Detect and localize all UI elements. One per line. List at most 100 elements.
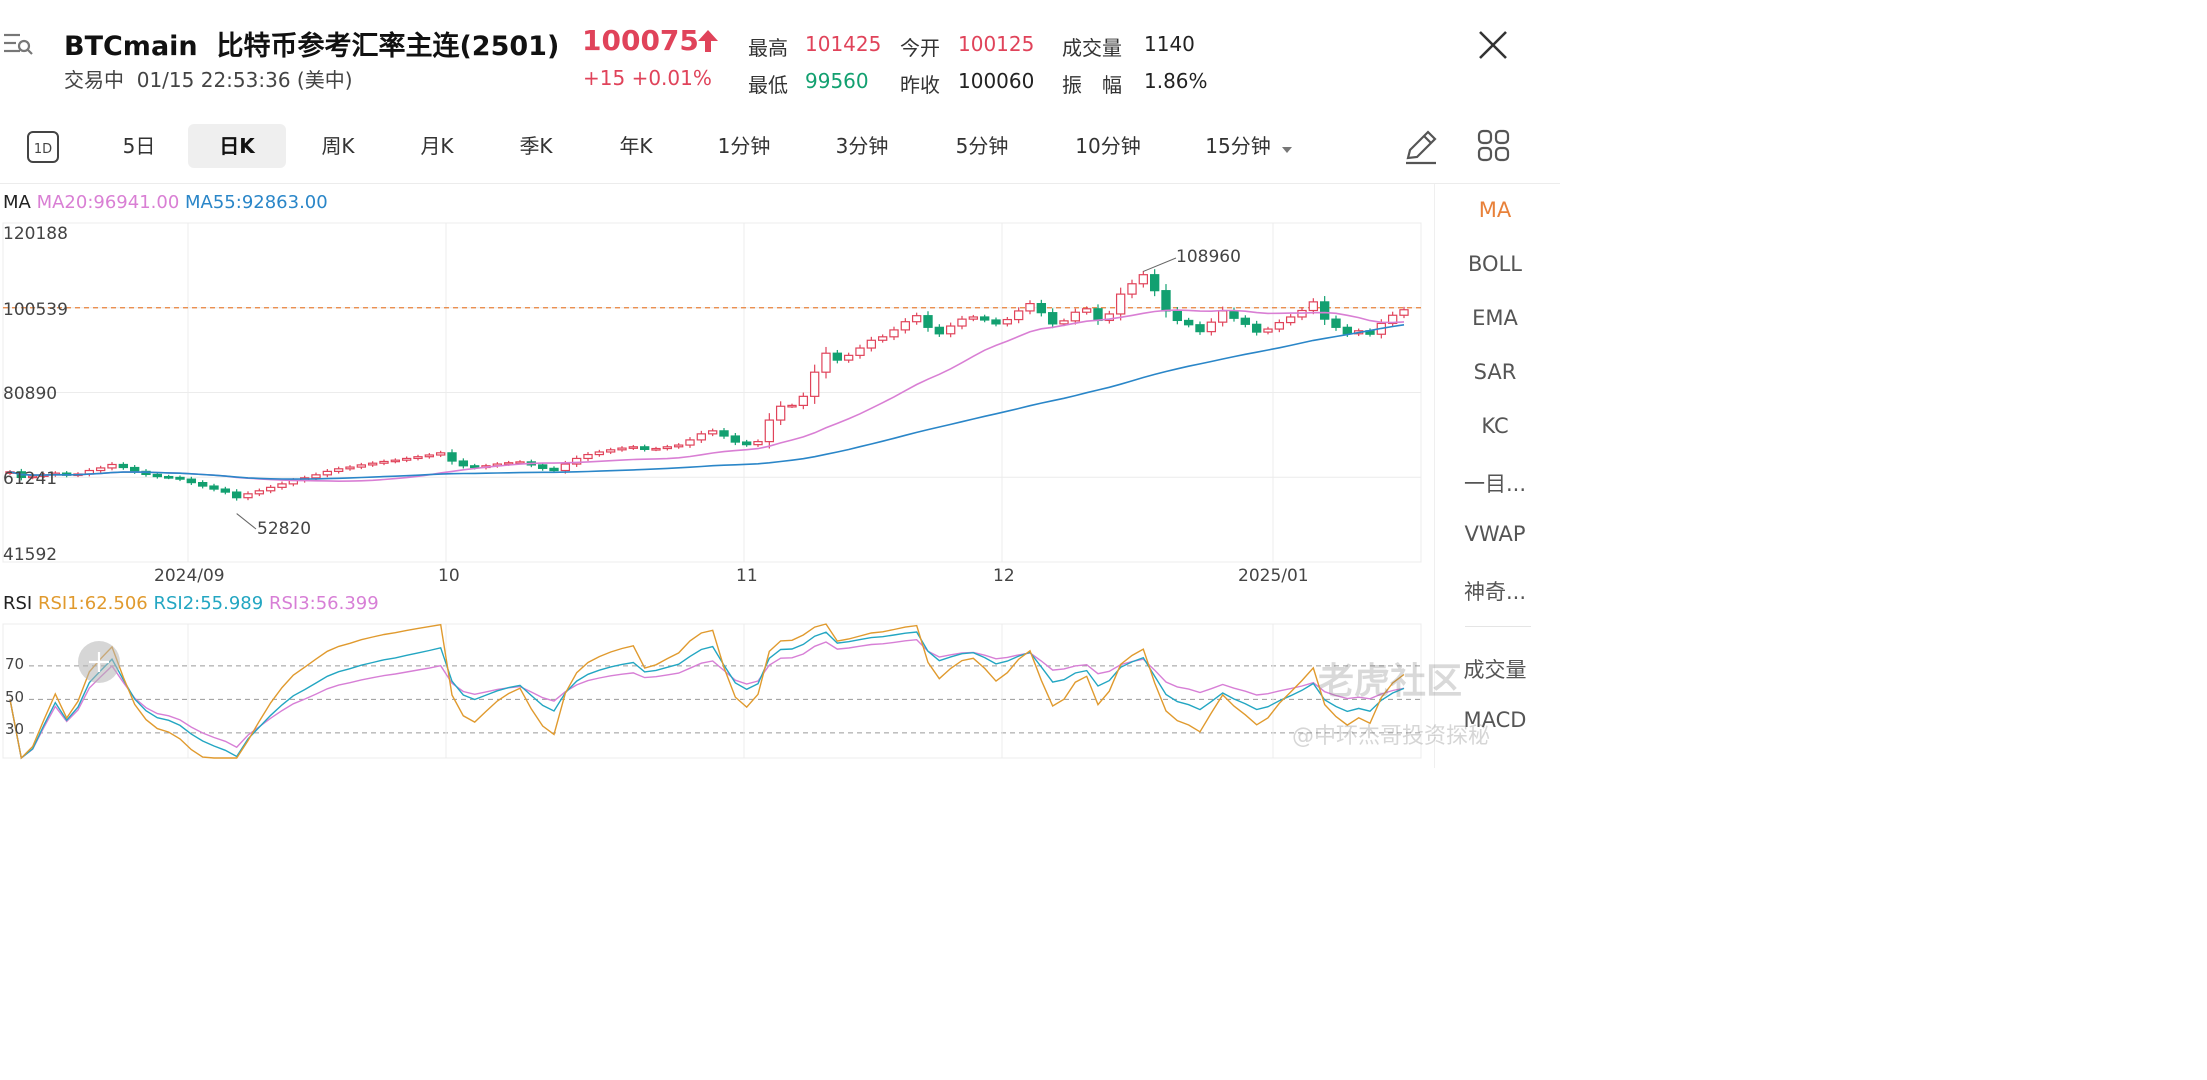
time-tick-label: 2024/09 <box>154 566 225 586</box>
candle-body <box>945 325 956 335</box>
candle-body <box>571 457 582 465</box>
candle-body <box>1229 310 1239 319</box>
candle-body <box>95 467 106 472</box>
tab-monthly-k[interactable]: 月K <box>420 134 454 158</box>
menu-icon[interactable] <box>2 30 34 60</box>
pencil-draw-icon[interactable] <box>1402 128 1440 166</box>
status-text: 交易中 <box>64 68 124 92</box>
candle-body <box>311 474 321 479</box>
tab-1min[interactable]: 1分钟 <box>717 134 771 158</box>
watermark-logo: 老虎社区 <box>1318 661 1463 702</box>
rsi1-line <box>9 623 1405 760</box>
tab-daily-k[interactable]: 日K <box>188 124 286 168</box>
price-tick-label: 120188 <box>3 224 68 244</box>
candle-body <box>719 430 729 437</box>
candle-body <box>356 464 367 468</box>
time-tick-label: 12 <box>993 566 1015 586</box>
candle-body <box>968 316 979 320</box>
candle-body <box>277 483 287 488</box>
candle-body <box>1013 310 1024 321</box>
instrument-name: 比特币参考汇率主连(2501) <box>216 31 560 62</box>
caret-down-icon[interactable] <box>1280 140 1294 153</box>
candle-body <box>209 485 219 490</box>
candle-body <box>1331 318 1341 328</box>
candle-body <box>741 441 752 446</box>
candle-body <box>390 459 401 463</box>
candle-body <box>991 319 1001 325</box>
amplitude-label: 振 幅 <box>1062 73 1122 97</box>
ma20-line <box>9 309 1405 483</box>
rsi2-line <box>9 631 1405 760</box>
ma20-value: MA20:96941.00 <box>36 192 180 213</box>
candle-body <box>1195 324 1205 333</box>
candle-body <box>1274 321 1285 330</box>
price-change: +15 +0.01% <box>583 66 712 90</box>
indicator-kc[interactable]: KC <box>1481 414 1509 438</box>
candle-body <box>1263 328 1273 333</box>
rsi-tick-label: 30 <box>5 720 25 738</box>
tab-1d[interactable]: 1D <box>26 124 60 168</box>
rsi3-value: RSI3:56.399 <box>268 593 379 614</box>
candle-body <box>345 466 355 470</box>
candle-body <box>753 441 763 446</box>
candle-body <box>855 347 865 356</box>
add-indicator-button[interactable] <box>78 641 120 683</box>
candle-body <box>424 454 435 458</box>
tab-3min[interactable]: 3分钟 <box>835 134 889 158</box>
candle-body <box>265 486 276 492</box>
rsi-legend: RSI RSI1:62.506 RSI2:55.989 RSI3:56.399 <box>3 593 379 614</box>
indicator-volume[interactable]: 成交量 <box>1463 658 1527 682</box>
last-price: 100075 <box>582 24 699 57</box>
candle-body <box>775 405 786 421</box>
candle-body <box>934 326 945 335</box>
tab-15min[interactable]: 15分钟 <box>1205 134 1271 158</box>
indicator-ema[interactable]: EMA <box>1472 306 1518 330</box>
candle-body <box>1217 310 1228 323</box>
candle-body <box>798 395 809 406</box>
grid-layout-icon[interactable] <box>1476 128 1512 164</box>
tab-yearly-k[interactable]: 年K <box>619 134 653 158</box>
indicator-ichimoku[interactable]: 一目... <box>1463 472 1527 496</box>
low-value: 99560 <box>805 69 869 93</box>
candle-body <box>549 467 559 472</box>
price-tick-label: 80890 <box>3 384 58 404</box>
high-label: 最高 <box>748 36 788 60</box>
candle-body <box>911 315 922 323</box>
indicator-magic[interactable]: 神奇... <box>1463 580 1527 604</box>
candle-body <box>243 493 253 499</box>
indicator-boll[interactable]: BOLL <box>1468 252 1522 276</box>
divider <box>0 183 1560 184</box>
candle-body <box>764 419 775 443</box>
candle-body <box>923 315 933 328</box>
ma-legend: MA MA20:96941.00 MA55:92863.00 <box>3 192 328 213</box>
tab-5min[interactable]: 5分钟 <box>955 134 1009 158</box>
tab-5day[interactable]: 5日 <box>122 134 156 158</box>
sidebar-divider <box>1465 626 1531 627</box>
candle-body <box>27 475 38 479</box>
low-annotation: 52820 <box>257 519 312 539</box>
high-value: 101425 <box>805 32 882 56</box>
plus-icon <box>89 652 109 672</box>
candle-body <box>877 336 888 341</box>
candle-body <box>866 339 877 349</box>
indicator-sar[interactable]: SAR <box>1473 360 1517 384</box>
indicator-ma[interactable]: MA <box>1478 198 1512 222</box>
indicator-vwap[interactable]: VWAP <box>1464 522 1526 546</box>
close-icon[interactable] <box>1476 28 1510 62</box>
candle-body <box>843 354 854 361</box>
candle-body <box>809 371 820 397</box>
indicator-macd[interactable]: MACD <box>1463 708 1527 732</box>
tab-weekly-k[interactable]: 周K <box>321 134 355 158</box>
candle-body <box>617 447 627 451</box>
candle-body <box>1047 312 1058 325</box>
price-chart[interactable] <box>0 0 1434 768</box>
candle-body <box>231 491 242 499</box>
tab-quarterly-k[interactable]: 季K <box>519 134 553 158</box>
indicator-sidebar: MA BOLL EMA SAR KC 一目... VWAP 神奇... 成交量 … <box>1434 184 1561 768</box>
candle-body <box>175 476 185 480</box>
calendar-1d-icon: 1D <box>27 131 59 163</box>
tab-10min[interactable]: 10分钟 <box>1075 134 1141 158</box>
candle-body <box>957 318 967 327</box>
instrument-title: BTCmain 比特币参考汇率主连(2501) <box>64 24 559 63</box>
candle-body <box>1070 311 1081 322</box>
